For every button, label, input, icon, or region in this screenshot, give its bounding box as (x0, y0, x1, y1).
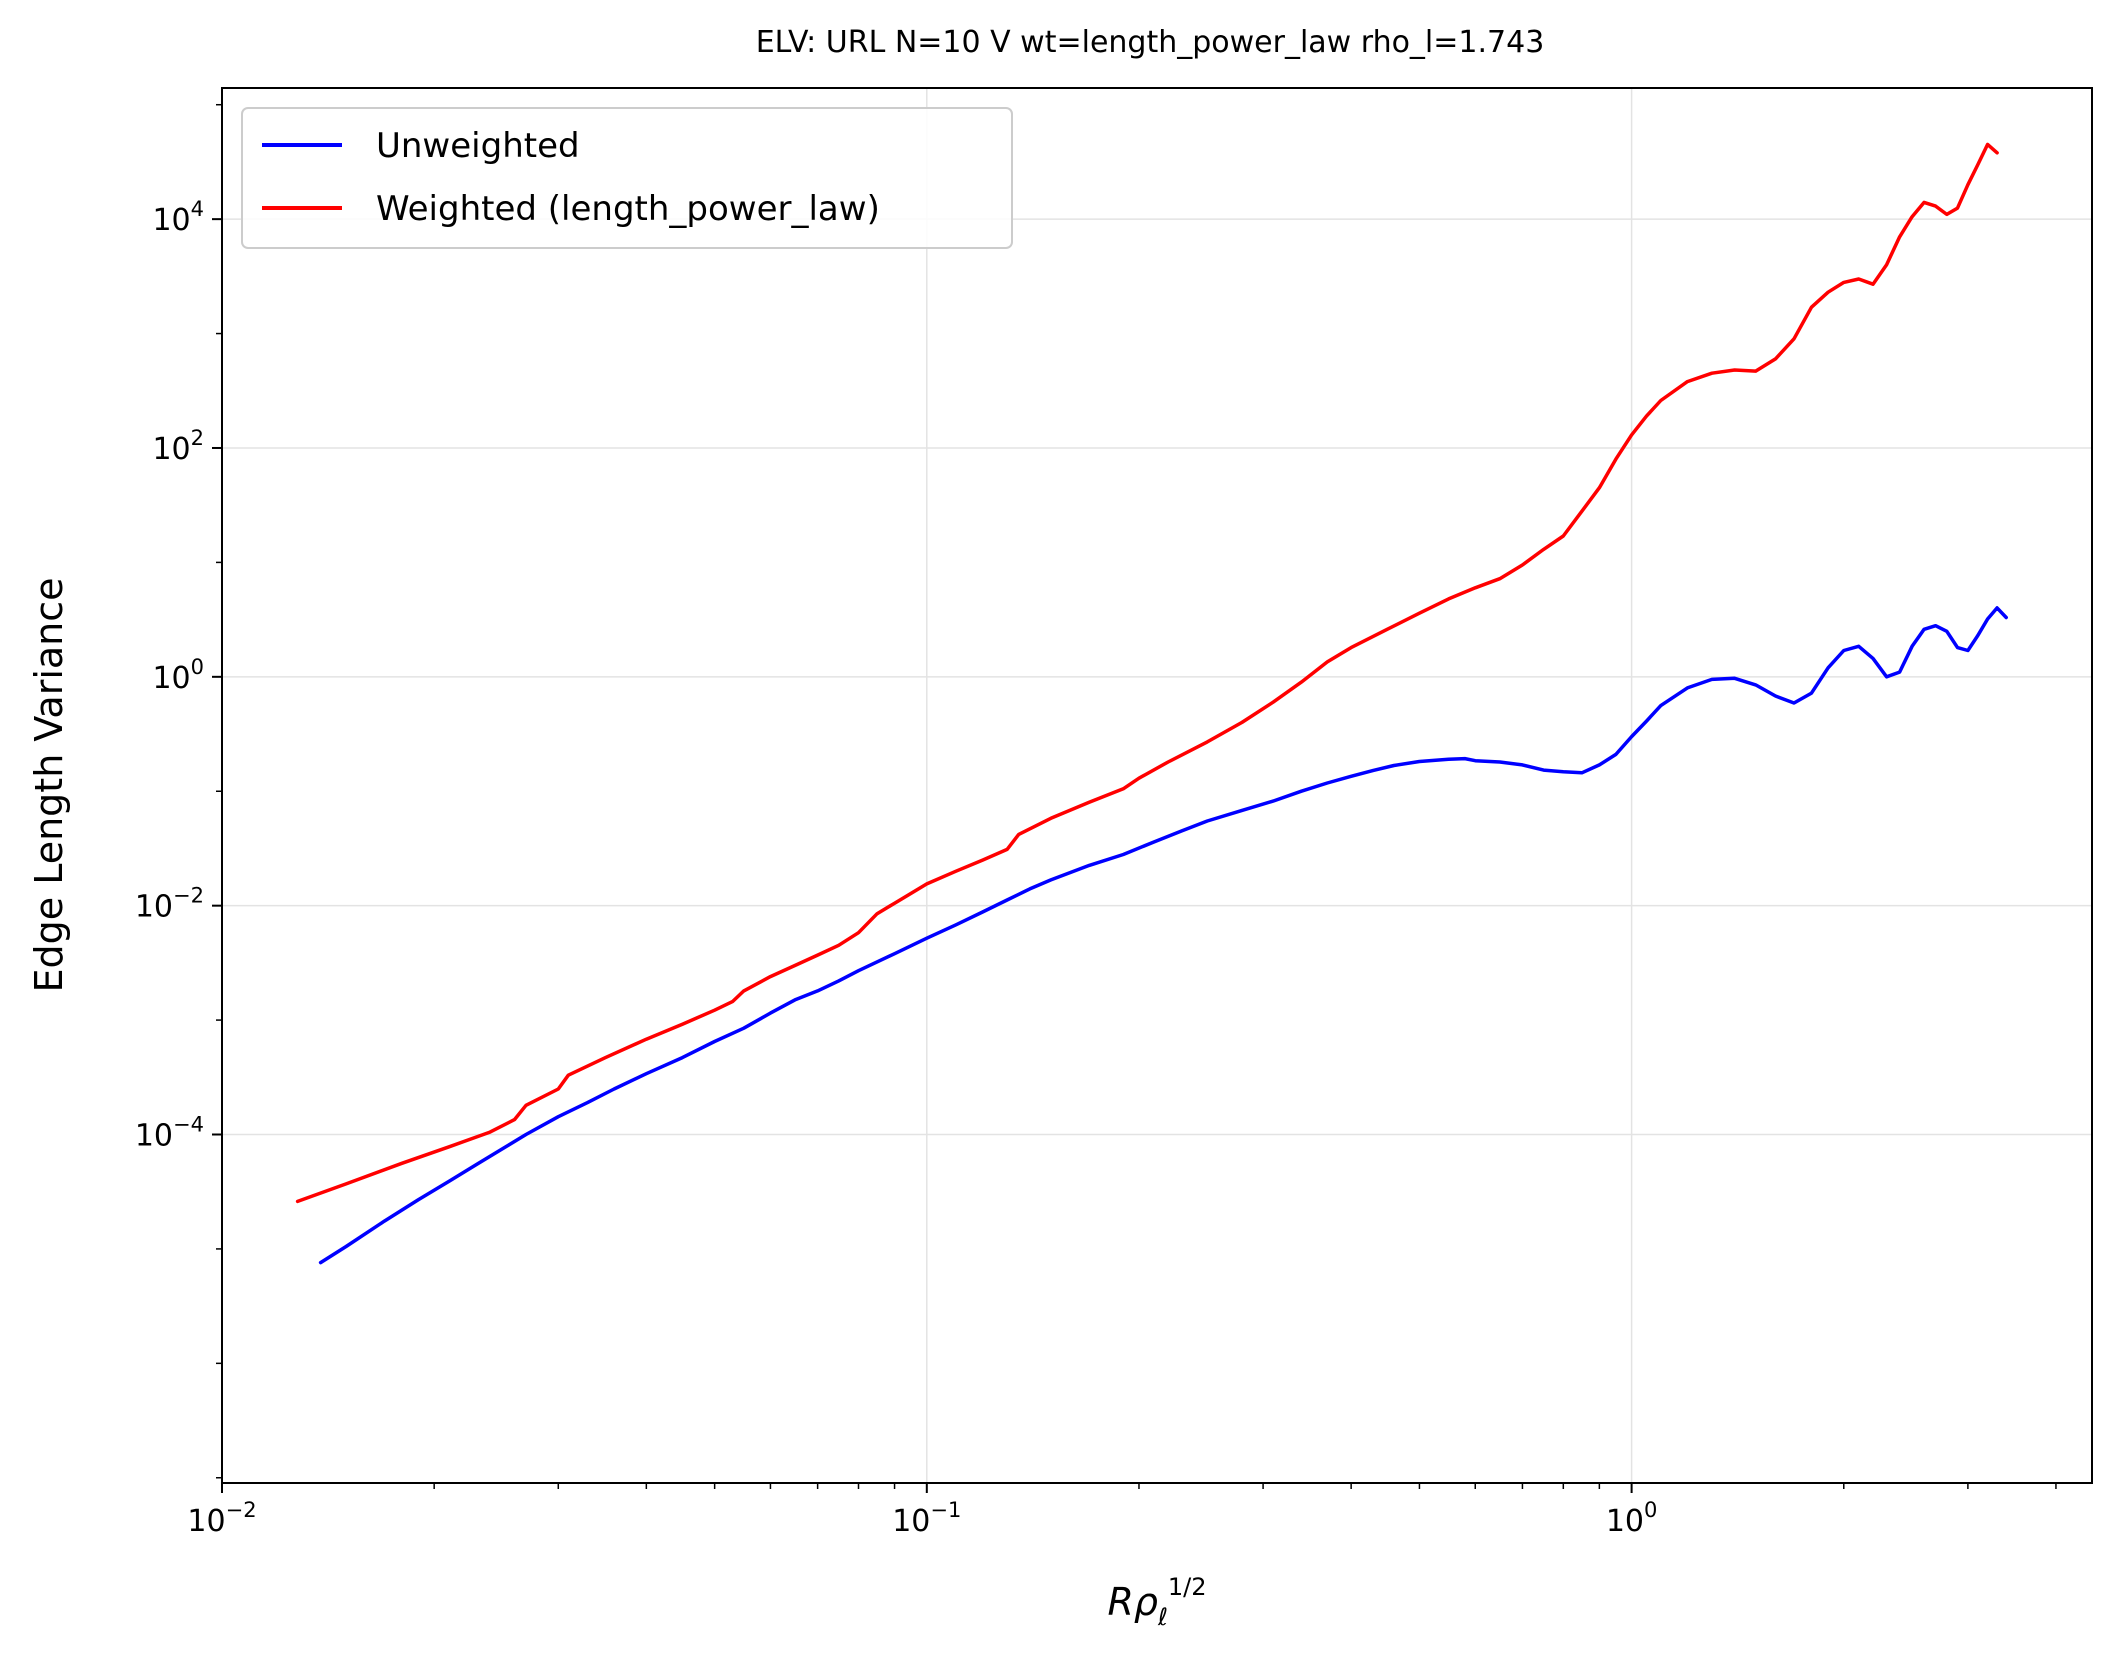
x-tick-label: 100 (1606, 1498, 1658, 1539)
y-tick-label-base: 10 (135, 890, 173, 925)
x-tick-label-exponent: −2 (226, 1498, 257, 1522)
y-tick-label-base: 10 (152, 203, 190, 238)
y-tick-label-exponent: 2 (191, 426, 204, 450)
y-tick-label-base: 10 (135, 1119, 173, 1154)
x-axis: 10−2 10−1 100 (187, 1483, 2057, 1539)
series-line-unweighted (318, 606, 2008, 1265)
legend-label-weighted: Weighted (length_power_law) (376, 189, 880, 229)
series-layer (295, 142, 2008, 1265)
y-tick-label-exponent: 0 (191, 655, 204, 679)
x-axis-label-base: Rρ (1107, 1580, 1158, 1624)
x-axis-label: Rρℓ1/2 (1107, 1573, 1206, 1631)
x-axis-label-subscript: ℓ (1157, 1603, 1168, 1631)
x-tick-label: 10−1 (892, 1498, 961, 1539)
y-tick-label: 102 (152, 426, 204, 467)
plot-frame (221, 87, 2093, 1484)
x-axis-label-superscript: 1/2 (1168, 1573, 1207, 1601)
series-line-weighted (295, 142, 1999, 1204)
y-axis-label: Edge Length Variance (27, 577, 71, 992)
y-tick-label-base: 10 (152, 432, 190, 467)
x-tick-label-exponent: −1 (930, 1498, 961, 1522)
x-tick-label-base: 10 (1606, 1504, 1644, 1539)
x-tick-label: 10−2 (187, 1498, 256, 1539)
chart-title: ELV: URL N=10 V wt=length_power_law rho_… (756, 25, 1545, 60)
legend-box (241, 107, 1013, 249)
legend-label-unweighted: Unweighted (376, 126, 580, 166)
y-tick-label-exponent: 4 (191, 197, 204, 221)
legend: Unweighted Weighted (length_power_law) (241, 107, 1013, 249)
y-tick-label-exponent: −2 (173, 884, 204, 908)
y-tick-label-base: 10 (152, 661, 190, 696)
x-tick-label-base: 10 (892, 1504, 930, 1539)
x-tick-label-exponent: 0 (1644, 1498, 1657, 1522)
y-tick-label-exponent: −4 (173, 1113, 204, 1137)
y-tick-label: 10−2 (135, 884, 204, 925)
x-tick-label-base: 10 (187, 1504, 225, 1539)
y-tick-label: 104 (152, 197, 204, 238)
y-tick-label: 10−4 (135, 1113, 204, 1154)
y-tick-label: 100 (152, 655, 204, 696)
